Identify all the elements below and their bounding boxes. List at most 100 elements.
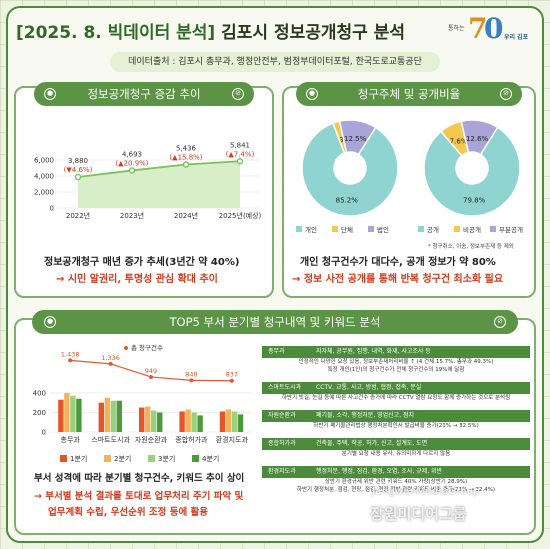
keyword-words: 행정처분, 행정, 점검, 환경, 오염, 조사, 규제, 위반 (316, 468, 443, 475)
bar (104, 397, 110, 432)
data-point (128, 167, 136, 174)
panel-top5-caption-red2: 업무계획 수립, 우선순위 조정 등에 활용 (48, 507, 208, 518)
pie-slice (301, 122, 399, 217)
pin-icon: ● (44, 316, 56, 328)
legend-label: 부분공개 (499, 225, 523, 234)
bar (219, 411, 226, 432)
keyword-words: CCTV, 교통, 사고, 방범, 협정, 접촉, 분실 (316, 384, 422, 391)
legend-label: 3분기 (158, 454, 175, 463)
bar (64, 392, 70, 432)
logo-small-text: 통하는 (448, 25, 465, 32)
keyword-bar: 총무과 지자체, 공무원, 집행, 내역, 화재, 사고조사 등 (262, 346, 530, 358)
keyword-bar: 환경지도과 행정처분, 행정, 점검, 환경, 오염, 조사, 규제, 위반 (262, 466, 530, 478)
panel-ratio-title-text: 청구주체 및 공개비율 (357, 87, 461, 101)
pin-icon: ⊘ (494, 316, 506, 328)
pin-icon: ● (44, 88, 56, 100)
legend-swatch (296, 226, 302, 232)
change-label: (▼4.6%) (64, 166, 93, 174)
x-tick-label: 자원순환과 (135, 435, 168, 444)
legend-swatch (490, 226, 496, 232)
keyword-words: 폐기물, 소각, 행정처분, 영업신고, 점지 (316, 412, 415, 419)
panel-ratio-title: ● 청구주체 및 공개비율 ⊘ (296, 82, 522, 106)
bar (151, 410, 157, 432)
keyword-bar: 자원순환과 폐기물, 소각, 행정처분, 영업신고, 점지 (262, 410, 530, 422)
panel-trend-title-text: 정보공개청구 증감 추이 (87, 87, 201, 101)
watermark: JangwanMediaGroup (372, 486, 480, 497)
panel-ratio-caption: 개인 청구건수가 대다수, 공개 정보가 약 80% (300, 257, 496, 268)
total-label: 848 (185, 370, 197, 378)
bar (191, 412, 197, 432)
legend-label: 총 청구건수 (131, 343, 163, 352)
legend-swatch (124, 346, 128, 350)
y-tick-label: 6,000 (34, 157, 54, 165)
total-label: 1,336 (101, 354, 120, 362)
title-main: 김포시 정보공개청구 분석 (221, 23, 406, 43)
total-label: 837 (226, 371, 238, 379)
keyword-dept: 환경지도과 (268, 468, 296, 475)
change-label: (▲7.4%) (226, 150, 255, 158)
legend-swatch (368, 226, 374, 232)
line-chart: 6,0004,0002,00003,880(▼4.6%)2022년4,693(▲… (34, 141, 262, 220)
y-tick-label: 400 (33, 389, 46, 397)
bar (225, 409, 232, 432)
bar (70, 395, 76, 432)
keyword-bar: 종합허가과 건축물, 주택, 착공, 허가, 신고, 설계도, 도면 (262, 438, 530, 450)
keyword-desc: 안정적인 다양한 요청 있음, 정보부존재처리비율 ↑ (4 건체 15.7%,… (298, 359, 494, 365)
keyword-desc: 하반기 폐기물관리법상 행정처분확인서 발급비율 증가(21% → 32.5%) (313, 423, 479, 429)
bar (116, 400, 122, 432)
bar (110, 400, 116, 432)
bar (231, 411, 238, 432)
total-point (68, 358, 73, 363)
legend-label: 단체 (341, 225, 353, 234)
keyword-row: 총무과 지자체, 공무원, 집행, 내역, 화재, 사고조사 등 안정적인 다양한 … (262, 346, 530, 374)
keyword-dept: 총무과 (268, 348, 285, 355)
x-tick-label: 2022년 (66, 211, 90, 220)
bar (98, 402, 104, 432)
legend-label: 비공개 (463, 225, 481, 234)
bar (139, 407, 145, 432)
legend-swatch (454, 226, 460, 232)
keyword-dept: 자원순환과 (268, 412, 296, 419)
data-source: 데이터출처 : 김포시 총무과, 행정안전부, 범정부데이터포털, 한국도로교통… (110, 52, 440, 72)
slice-label: 12.5% (344, 135, 367, 143)
gimpo-70-logo: 통하는 7 0 우리 김포 (448, 12, 534, 48)
pin-icon: ⊘ (500, 88, 512, 100)
data-label: 5,841 (230, 141, 250, 149)
x-tick-label: 2024년 (174, 211, 198, 220)
pin-icon: ⊘ (232, 88, 244, 100)
bar (197, 415, 203, 432)
slice-label: 7.6% (450, 138, 468, 146)
legend-label: 4분기 (202, 454, 219, 463)
keyword-desc: 하반기 빗길, 눈길 등에 따른 사고건수 증가에 따라 CCTV 열람 요청도… (281, 395, 511, 401)
bar (157, 412, 163, 432)
y-tick-label: 200 (33, 409, 46, 417)
logo-num-seven: 7 (468, 12, 488, 45)
panel-top5-caption: 부서 성격에 따라 분기별 청구건수, 키워드 추이 상이 (34, 473, 245, 484)
logo-city-text: 우리 김포 (504, 34, 529, 41)
total-point (189, 378, 194, 383)
legend-label: 1분기 (70, 454, 87, 463)
series-line (77, 160, 241, 178)
y-tick-label: 0 (42, 429, 46, 437)
bar-chart: 400 200 0 총무과 스마트도시과 자원순환과 종합허가과 환경지도과 1,438 1,33… (33, 343, 252, 463)
pie-slice (423, 126, 521, 217)
panel-ratio-caption-red: → 정보 사전 공개를 통해 반복 청구건 최소화 필요 (292, 274, 504, 285)
slice-label: 79.8% (463, 196, 486, 204)
total-label: 1,438 (61, 350, 80, 358)
x-tick-label: 스마트도시과 (91, 435, 130, 444)
bar (76, 398, 82, 432)
panel-top5-title-text: TOP5 부서 분기별 청구내역 및 키워드 분석 (169, 315, 381, 329)
bar (145, 406, 151, 432)
bar (58, 399, 64, 432)
total-point (229, 378, 234, 383)
legend-swatch (60, 455, 67, 462)
slice-label: 2.3% (332, 136, 350, 144)
donut-chart-disclosure: 7.6%12.6% 79.8% 공개 비공개 부분공개 (418, 119, 523, 234)
data-label: 4,693 (122, 150, 142, 158)
donut-chart-requester: 2.3%12.5% 85.2% 개인 단체 법인 (296, 119, 399, 234)
y-tick-label: 0 (50, 205, 54, 213)
keyword-desc: 하반기 행정처분, 점검, 현장, 점검, 현장 적발 관련 키워드 비중 증가… (296, 487, 496, 493)
data-label: 3,880 (68, 157, 88, 165)
legend-swatch (418, 226, 424, 232)
